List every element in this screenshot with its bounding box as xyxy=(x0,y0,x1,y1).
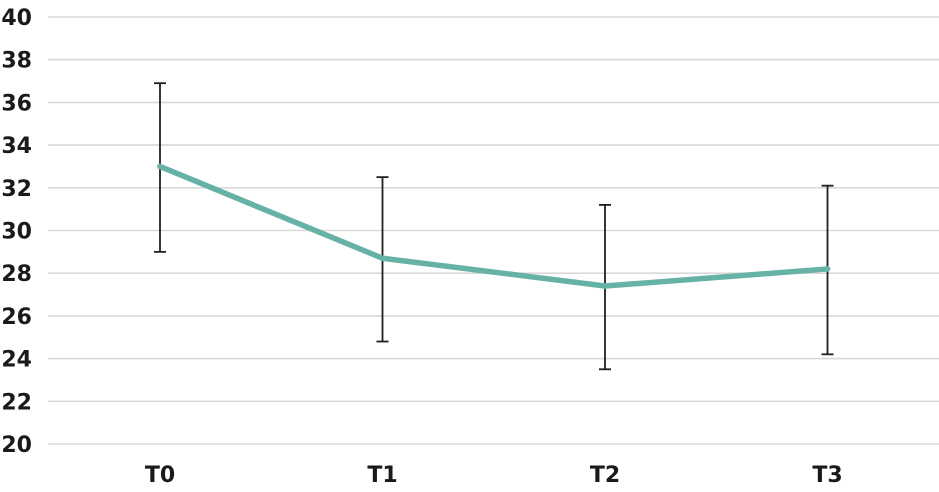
series-line-0 xyxy=(157,163,831,289)
y-tick-label: 26 xyxy=(1,305,32,330)
data-point-t0 xyxy=(157,163,163,170)
x-tick-label: T3 xyxy=(812,463,842,488)
y-tick-label: 40 xyxy=(1,6,32,31)
x-tick-label: T1 xyxy=(367,463,397,488)
y-tick-label: 28 xyxy=(1,262,32,287)
y-tick-label: 34 xyxy=(1,134,32,159)
y-tick-label: 32 xyxy=(1,177,32,202)
data-point-t1 xyxy=(379,255,386,262)
data-point-t2 xyxy=(602,283,608,289)
gridlines xyxy=(48,16,939,445)
x-tick-label: T0 xyxy=(145,463,175,488)
y-tick-label: 20 xyxy=(1,433,32,458)
y-tick-label: 38 xyxy=(1,49,32,74)
y-axis-ticks: 20 22 24 26 28 30 32 34 36 38 40 xyxy=(1,6,32,458)
y-tick-label: 22 xyxy=(1,390,32,415)
data-point-t3 xyxy=(824,266,831,272)
y-tick-label: 30 xyxy=(1,220,32,245)
y-tick-label: 36 xyxy=(1,91,32,116)
series-lines xyxy=(157,163,831,289)
y-tick-label: 24 xyxy=(1,348,32,373)
error-bars xyxy=(154,82,834,371)
x-axis-ticks: T0 T1 T2 T3 xyxy=(145,463,843,488)
x-tick-label: T2 xyxy=(590,463,620,488)
